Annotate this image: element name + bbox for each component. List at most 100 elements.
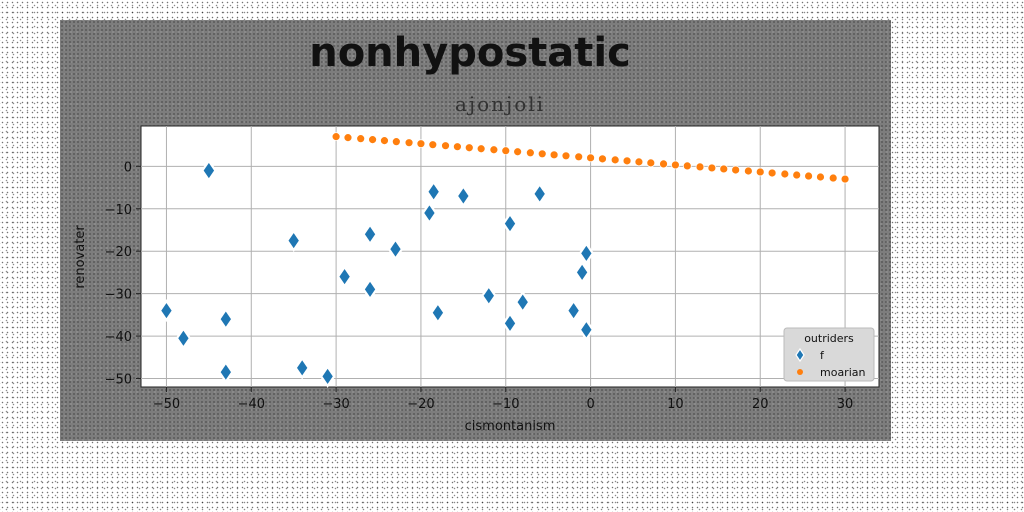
data-series: [158, 132, 850, 388]
data-point-moarian: [441, 141, 450, 151]
data-point-moarian: [561, 151, 571, 161]
data-point-moarian: [731, 165, 741, 175]
grid-lines: [141, 126, 879, 387]
data-point-moarian: [671, 160, 680, 170]
data-point-f: [578, 241, 595, 265]
data-point-moarian: [416, 139, 426, 149]
x-tick-label: −40: [238, 397, 265, 412]
data-point-f: [574, 260, 590, 284]
data-point-f: [502, 311, 518, 335]
data-point-moarian: [610, 155, 620, 165]
y-tick-label: −50: [105, 373, 132, 388]
data-point-moarian: [489, 145, 499, 155]
data-point-f: [362, 277, 378, 301]
figure-panel: nonhypostatic ajonjoli −50 −40 −30 −20 −10 0 1…: [60, 20, 891, 441]
data-point-f: [565, 299, 582, 323]
data-point-moarian: [513, 147, 523, 157]
y-tick-label: −20: [105, 245, 132, 260]
legend-label-moarian: moarian: [820, 366, 866, 379]
data-point-f: [578, 318, 595, 342]
data-point-f: [175, 326, 192, 350]
data-point-moarian: [476, 144, 486, 154]
data-point-moarian: [525, 148, 535, 158]
legend-marker-f: [795, 347, 805, 363]
data-point-moarian: [549, 150, 559, 160]
y-tick-label: 0: [124, 160, 132, 175]
x-tick-label: −30: [322, 397, 349, 412]
data-point-moarian: [719, 164, 729, 174]
data-point-moarian: [840, 174, 850, 184]
data-point-moarian: [356, 134, 366, 144]
data-point-f: [319, 364, 336, 388]
y-tick-label: −30: [105, 288, 132, 303]
data-point-moarian: [792, 170, 802, 180]
data-point-moarian: [391, 137, 401, 147]
x-tick-label: 30: [837, 397, 854, 412]
data-point-moarian: [634, 157, 644, 167]
x-axis-label: cismontanism: [465, 419, 556, 434]
x-tick-label: −10: [492, 397, 519, 412]
x-tick-label: 0: [586, 397, 594, 412]
data-point-moarian: [707, 163, 717, 173]
legend: outriders f moarian: [783, 327, 875, 382]
data-point-f: [387, 237, 404, 261]
data-point-f: [336, 265, 353, 289]
data-point-moarian: [767, 168, 777, 178]
axis-ticks: −50 −40 −30 −20 −10 0 10 20 30 0 −10 −20 −30 −40 −50: [105, 160, 854, 412]
data-point-moarian: [343, 133, 353, 143]
y-axis-label: renovater: [73, 225, 88, 289]
data-point-moarian: [404, 138, 414, 148]
legend-label-f: f: [820, 349, 825, 362]
data-point-f: [531, 182, 548, 206]
data-point-f: [502, 212, 518, 236]
data-point-moarian: [428, 140, 438, 150]
data-point-f: [217, 307, 234, 331]
data-point-moarian: [501, 146, 511, 156]
data-point-moarian: [682, 161, 692, 171]
scatter-chart: nonhypostatic ajonjoli −50 −40 −30 −20 −10 0 1…: [73, 30, 880, 434]
y-tick-label: −40: [105, 330, 132, 345]
data-point-moarian: [804, 171, 813, 181]
data-point-f: [455, 184, 472, 208]
x-tick-label: −20: [407, 397, 434, 412]
data-point-moarian: [743, 166, 753, 176]
series-f: [158, 159, 595, 388]
data-point-moarian: [646, 158, 656, 168]
x-tick-label: −50: [153, 397, 180, 412]
data-point-moarian: [828, 173, 838, 183]
data-point-moarian: [464, 143, 474, 153]
data-point-moarian: [816, 172, 825, 182]
data-point-f: [294, 356, 311, 380]
data-point-f: [217, 360, 234, 384]
data-point-f: [362, 222, 378, 246]
data-point-moarian: [659, 159, 668, 169]
x-tick-label: 10: [667, 397, 684, 412]
plot-area: [140, 125, 880, 388]
data-point-moarian: [368, 135, 377, 145]
series-moarian: [331, 132, 850, 184]
data-point-f: [480, 284, 497, 308]
data-point-moarian: [598, 154, 607, 164]
data-point-moarian: [380, 136, 389, 146]
data-point-f: [158, 299, 175, 323]
data-point-moarian: [537, 149, 547, 159]
data-point-f: [285, 229, 302, 253]
data-point-moarian: [780, 169, 790, 179]
legend-marker-moarian: [797, 369, 803, 375]
data-point-moarian: [755, 167, 765, 177]
data-point-f: [421, 201, 438, 225]
legend-title: outriders: [804, 332, 854, 345]
legend-box: [783, 327, 875, 382]
data-point-moarian: [695, 162, 705, 172]
data-point-f: [514, 290, 531, 314]
x-tick-label: 20: [752, 397, 769, 412]
data-point-moarian: [574, 152, 584, 162]
chart-subtitle: ajonjoli: [455, 92, 545, 116]
data-point-moarian: [586, 153, 595, 163]
data-point-f: [201, 159, 217, 183]
data-point-moarian: [622, 156, 632, 166]
data-point-moarian: [331, 132, 341, 142]
chart-title: nonhypostatic: [309, 30, 631, 76]
y-tick-label: −10: [105, 203, 132, 218]
data-point-moarian: [453, 142, 462, 152]
